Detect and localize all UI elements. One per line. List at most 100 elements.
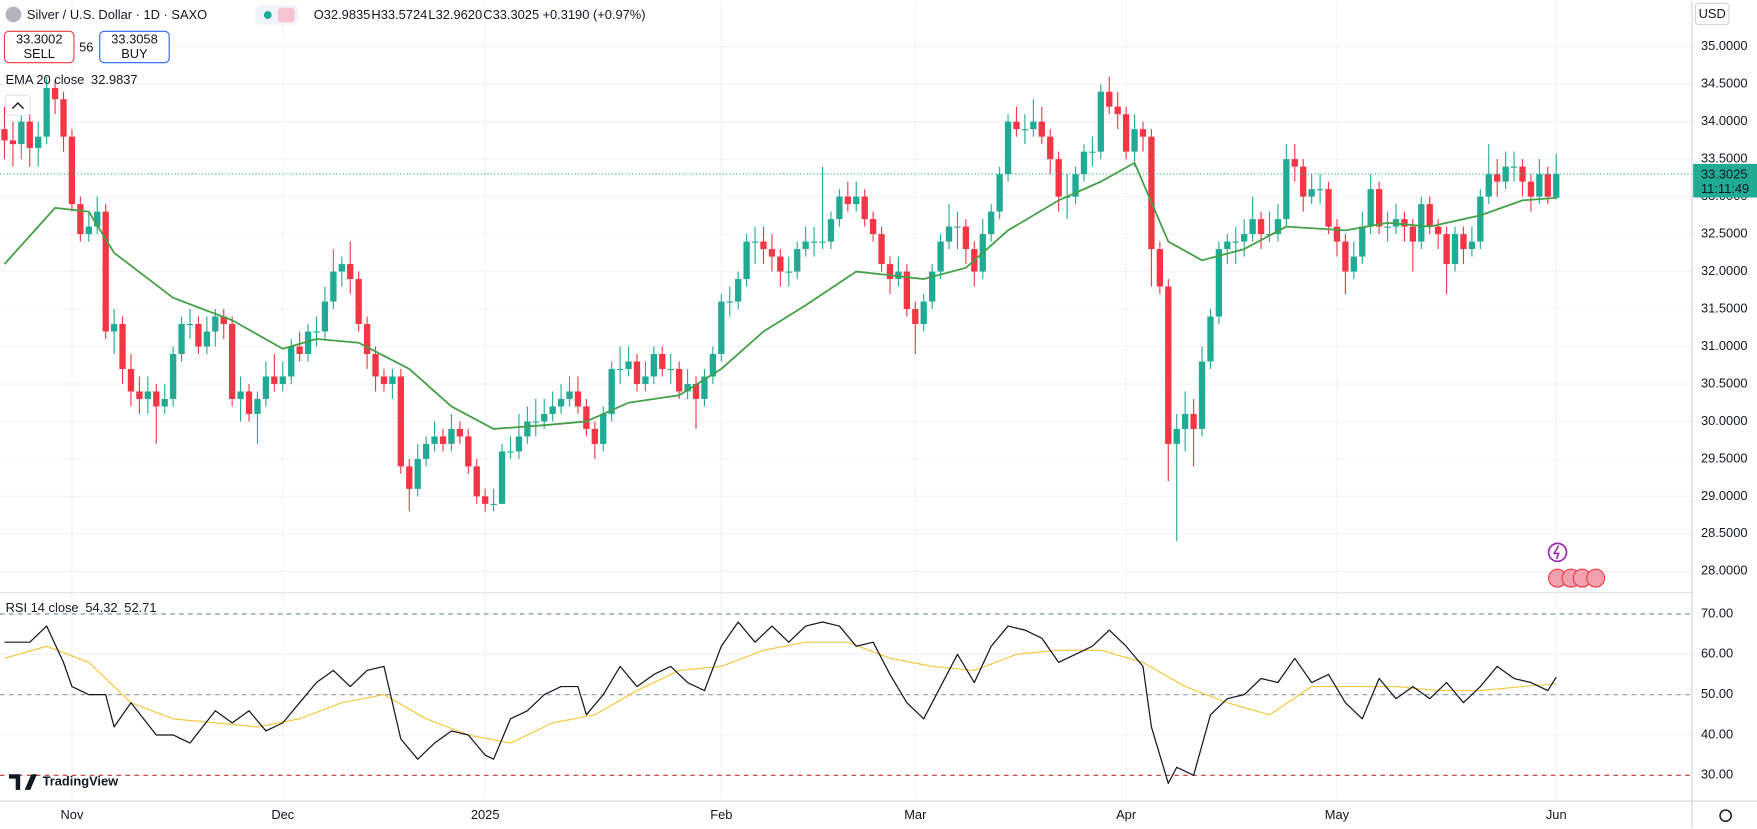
y-tick-label: 29.5000 [1701,450,1748,465]
candle-body [288,346,295,377]
candle-body [1190,413,1197,429]
candle-body [532,421,539,423]
y-tick-label: 32.5000 [1701,225,1748,240]
candle-body [616,368,624,371]
candle-body [1494,174,1501,182]
x-tick-label: May [1325,807,1350,822]
market-open-dot [263,11,272,19]
candle-body [153,391,160,407]
candle-body [1375,189,1383,227]
candle-body [389,376,396,384]
candle-body [1030,121,1037,130]
last-price-box [1693,163,1757,198]
candle-body [583,406,590,429]
y-tick-label: 32.0000 [1701,263,1748,278]
candle-body [853,196,860,205]
candle-body [490,503,497,505]
rsi-legend-value: 54.32 [85,600,117,615]
candle-body [819,241,826,243]
event-icon[interactable] [1547,542,1568,563]
candle-body [1544,174,1551,197]
candle-body [271,376,278,384]
rsi-tick-label: 50.00 [1701,686,1733,701]
candle-body [1350,256,1357,272]
candle-body [212,316,219,332]
candle-body [920,301,927,325]
label-layer: 32.9837 54.32 52.71 28.0000 28.5000 29.0000 29… [60,38,1757,822]
candle-body [794,249,801,272]
y-tick-label: 30.5000 [1701,375,1748,390]
candle-body [1502,166,1509,182]
candle-body [701,376,708,399]
candle-body [878,234,885,265]
candle-body [760,241,767,250]
ohlc-prefix: H [371,7,380,22]
collapse-icon [11,102,25,110]
rsi-legend-name: RSI 14 close [6,600,79,615]
collapse-button[interactable] [5,94,31,116]
currency-button[interactable] [1694,2,1730,26]
candle-body [51,87,59,100]
candle-body [633,361,641,384]
candle-body [1342,241,1349,272]
candle-body [988,211,995,235]
candle-body [1131,129,1138,152]
ohlc-legend: O 32.9835 H 33.5724 L 32.9620 C 33.3025 +0.3190 … [314,7,646,22]
last-price-label: 33.3025 [1701,166,1748,181]
ema-legend-name: EMA 20 close [6,72,85,87]
candle-body [1553,173,1560,198]
candle-body [945,226,953,242]
candle-body [1198,361,1206,429]
candle-body [262,376,270,399]
candle-body [313,331,320,333]
candle-body [1325,189,1332,227]
buy-button[interactable] [99,30,170,64]
candle-body [119,324,126,369]
candle-body [1536,174,1543,197]
candle-body [549,406,556,414]
candle-body [448,428,455,444]
y-tick-label: 31.0000 [1701,338,1748,353]
y-tick-label: 31.5000 [1701,300,1748,315]
y-tick-label: 30.0000 [1701,413,1748,428]
sell-button[interactable] [3,30,75,64]
candle-body [498,451,506,504]
candle-body [1460,234,1467,250]
candle-body [954,226,961,228]
branding: TradingView [43,773,120,788]
candle-body [482,496,489,504]
candle-body [372,353,379,377]
candle-body [541,413,548,422]
candle-body [9,140,17,145]
candle-body [363,324,371,354]
candle-body [186,324,194,326]
candle-body [827,219,835,242]
candle-body [338,264,345,272]
candle-body [802,241,809,250]
ohlc-prefix: C [483,7,492,22]
candle-body [439,436,447,444]
candle-body [203,331,211,347]
candle-body [726,301,733,303]
settings-icon[interactable] [1719,809,1732,822]
candle-body [1207,316,1214,362]
y-tick-label: 35.0000 [1701,38,1748,53]
candle-body [507,451,514,453]
candle-body [1401,219,1408,227]
candle-body [810,241,818,243]
candle-body [675,368,683,392]
candle-body [110,324,118,332]
candle-body [1156,249,1164,287]
candle-body [136,391,143,399]
buy-price: 33.3058 [111,32,158,47]
candle-body [1426,204,1433,227]
candle-body [1224,241,1231,250]
economic-event-icon[interactable] [1586,568,1606,588]
candle-body [296,346,303,354]
currency: USD [1699,6,1726,21]
candle-body [1148,136,1155,250]
candle-body [667,368,674,371]
candle-body [347,264,354,280]
candle-body [684,383,691,392]
x-tick-label: Mar [904,807,927,822]
